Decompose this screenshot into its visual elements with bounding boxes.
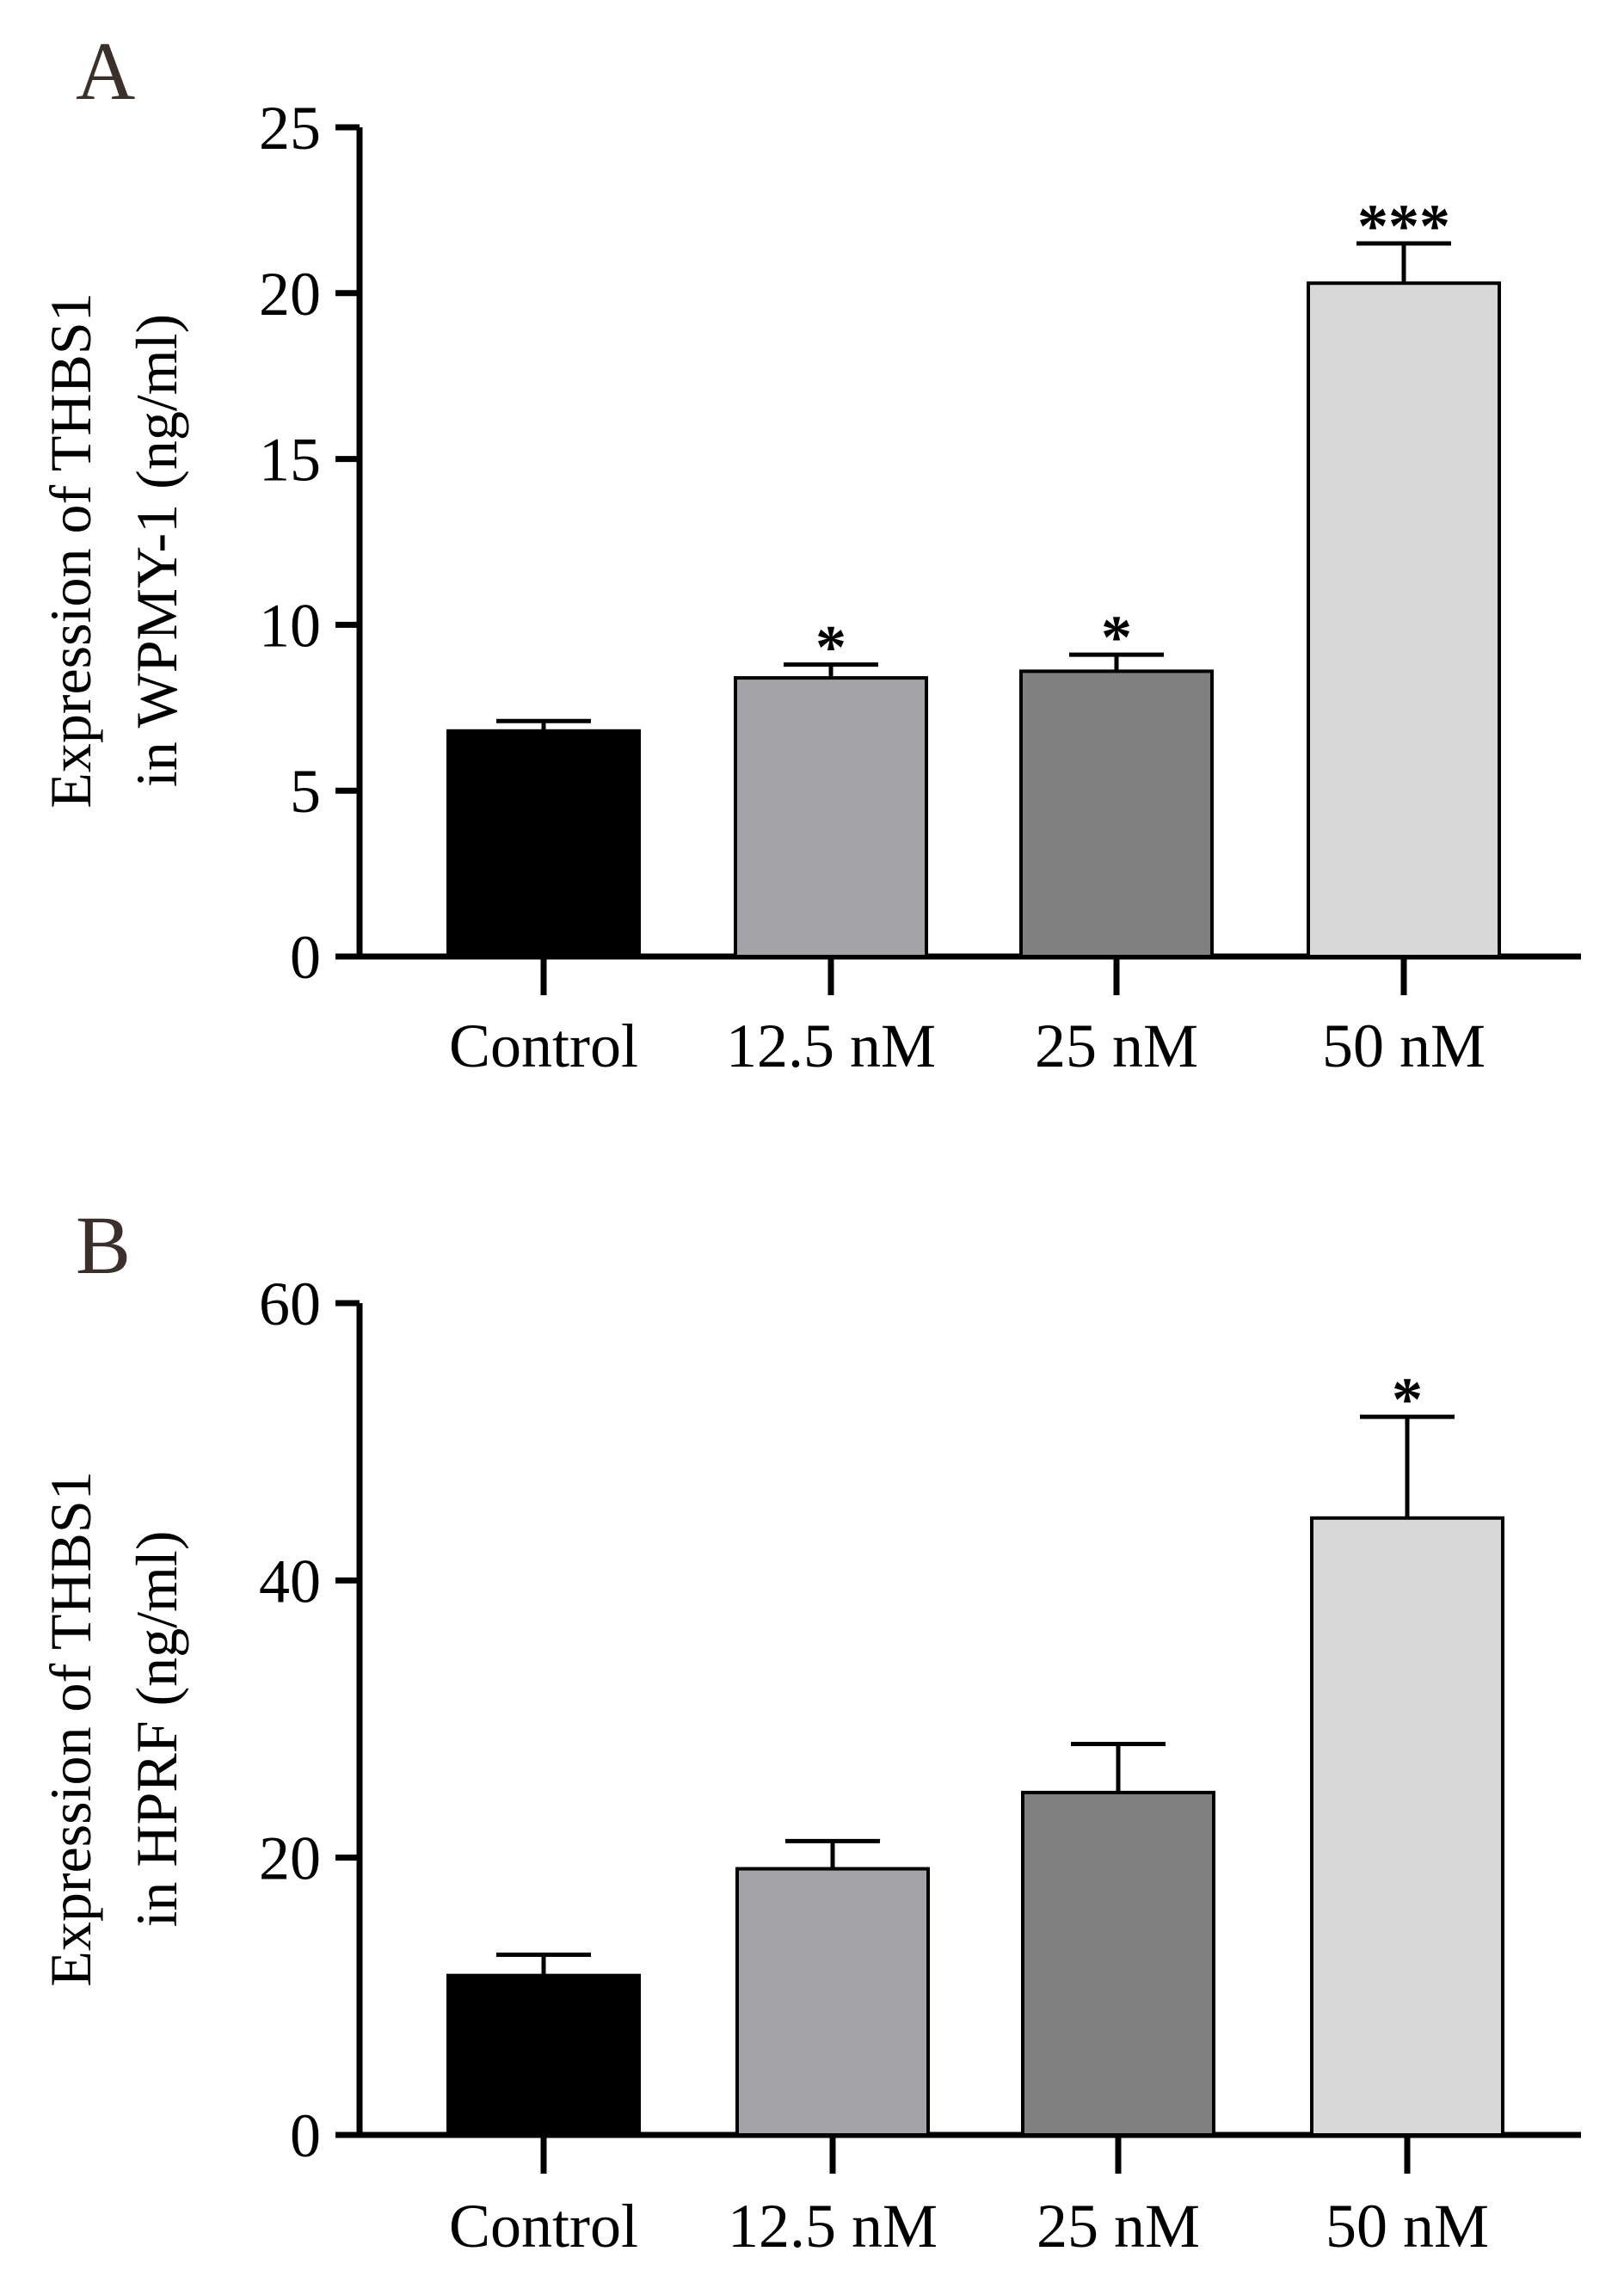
panel-label-b: B (76, 1199, 131, 1291)
panel-a: A Expression of THBS1 in WPMY-1 (ng/ml) … (38, 25, 1581, 1080)
significance-a-1: * (815, 613, 846, 682)
y-axis-title-a-line2: in WPMY-1 (ng/ml) (124, 314, 189, 787)
category-label-b-0: Control (449, 2192, 638, 2261)
category-label-a-3: 50 nM (1322, 1012, 1486, 1080)
category-label-b-3: 50 nM (1326, 2192, 1489, 2261)
panel-label-a: A (76, 25, 135, 117)
bar-a-0 (446, 729, 641, 958)
y-tick-label-a-0: 0 (290, 923, 321, 992)
bar-b-0 (446, 1973, 641, 2138)
y-tick-label-a-5: 5 (290, 757, 321, 826)
category-label-a-2: 25 nM (1035, 1012, 1198, 1080)
bar-a-3 (1307, 281, 1501, 958)
category-label-a-0: Control (449, 1012, 638, 1080)
category-label-b-1: 12.5 nM (728, 2192, 938, 2261)
y-tick-label-a-25: 25 (259, 94, 321, 163)
y-tick-label-a-20: 20 (259, 260, 321, 329)
bar-a-1 (734, 676, 928, 958)
y-tick-label-b-0: 0 (290, 2101, 321, 2170)
bar-a-2 (1019, 669, 1214, 958)
significance-a-2: * (1101, 603, 1132, 672)
bar-b-1 (735, 1867, 930, 2138)
significance-b-3: * (1392, 1365, 1423, 1434)
y-tick-label-a-15: 15 (259, 426, 321, 495)
panel-b: B Expression of THBS1 in HPRF (ng/ml) 0 2… (38, 1199, 1581, 2261)
y-tick-label-a-10: 10 (259, 591, 321, 660)
bar-b-2 (1021, 1790, 1215, 2137)
category-label-a-1: 12.5 nM (726, 1012, 936, 1080)
y-axis-title-b-line2: in HPRF (ng/ml) (124, 1531, 189, 1928)
y-axis-title-a-line1: Expression of THBS1 (38, 292, 103, 808)
significance-a-3: *** (1357, 192, 1450, 261)
y-tick-label-b-60: 60 (259, 1270, 321, 1338)
category-label-b-2: 25 nM (1037, 2192, 1200, 2261)
y-axis-title-b-line1: Expression of THBS1 (38, 1471, 103, 1986)
bar-b-3 (1310, 1516, 1504, 2137)
y-tick-label-b-40: 40 (259, 1547, 321, 1615)
y-tick-label-b-20: 20 (259, 1824, 321, 1893)
